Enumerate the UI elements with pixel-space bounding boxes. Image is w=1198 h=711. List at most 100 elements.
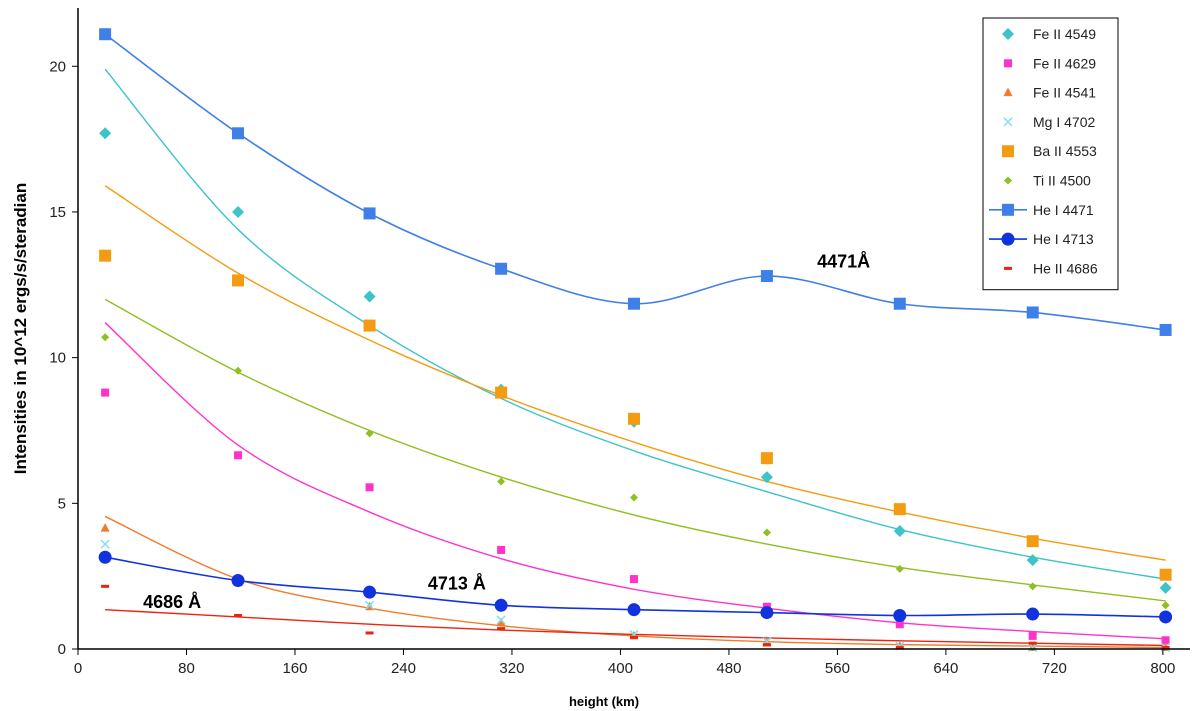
point-ba-ii-4553 (232, 274, 245, 287)
point-ba-ii-4553 (1026, 535, 1039, 548)
legend: Fe II 4549 Fe II 4629 Fe II 4541 Mg I 4702 B… (982, 17, 1119, 291)
point-ti-ii-4500 (365, 429, 374, 438)
x-axis-title: height (km) (569, 694, 639, 709)
point-he-i-4713 (893, 608, 907, 622)
y-tick-label: 20 (49, 58, 66, 75)
point-he-i-4471 (1159, 323, 1172, 336)
point-he-i-4471 (495, 262, 508, 275)
point-he-ii-4686 (762, 643, 771, 647)
point-he-i-4713 (1159, 610, 1173, 624)
legend-marker-ti-ii-4500 (1004, 176, 1012, 185)
point-fe-ii-4549 (893, 524, 906, 537)
point-he-ii-4686 (234, 613, 243, 617)
legend-label-he-i-4471: He I 4471 (1033, 202, 1094, 218)
point-he-i-4713 (494, 598, 508, 612)
legend-marker-he-i-4471 (1002, 203, 1014, 216)
point-he-ii-4686 (630, 635, 638, 639)
point-fe-ii-4541 (100, 523, 110, 532)
legend-label-he-ii-4686: He II 4686 (1033, 260, 1098, 276)
fit-curve-ti-ii-4500 (104, 298, 1166, 602)
x-tick-label: 640 (933, 660, 958, 677)
point-mg-i-4702 (496, 615, 506, 625)
y-tick-label: 5 (58, 495, 66, 512)
point-fe-ii-4629 (234, 451, 243, 460)
legend-label-mg-i-4702: Mg I 4702 (1033, 114, 1095, 130)
point-fe-ii-4549 (363, 290, 376, 303)
legend-marker-he-i-4713 (1001, 232, 1015, 246)
x-tick-label: 80 (178, 660, 195, 677)
point-he-ii-4686 (365, 631, 374, 635)
point-he-ii-4686 (101, 584, 110, 588)
point-fe-ii-4629 (1161, 636, 1170, 645)
fit-curve-fe-ii-4549 (104, 68, 1166, 580)
point-he-i-4713 (98, 550, 112, 564)
point-mg-i-4702 (365, 600, 375, 610)
point-fe-ii-4549 (232, 205, 245, 218)
point-fe-ii-4549 (99, 127, 112, 140)
annotation-label: 4471Å (817, 251, 870, 271)
y-tick-label: 0 (58, 641, 66, 658)
legend-marker-mg-i-4702 (1003, 117, 1013, 127)
x-tick-label: 240 (391, 660, 416, 677)
data-points (98, 28, 1173, 653)
x-tick-label: 480 (716, 660, 741, 677)
point-mg-i-4702 (1028, 643, 1038, 653)
point-ti-ii-4500 (1028, 582, 1037, 591)
point-he-i-4471 (232, 127, 245, 140)
x-tick-label: 400 (608, 660, 633, 677)
point-ti-ii-4500 (895, 564, 904, 573)
point-fe-ii-4549 (1026, 554, 1039, 567)
point-fe-ii-4629 (101, 388, 110, 397)
point-fe-ii-4629 (630, 575, 638, 584)
x-tick-label: 720 (1042, 660, 1067, 677)
x-tick-label: 560 (825, 660, 850, 677)
point-he-i-4713 (760, 606, 774, 620)
point-fe-ii-4549 (1159, 581, 1172, 594)
point-ti-ii-4500 (101, 333, 110, 342)
legend-label-ba-ii-4553: Ba II 4553 (1033, 143, 1097, 159)
legend-label-he-i-4713: He I 4713 (1033, 231, 1094, 247)
point-he-i-4471 (893, 297, 906, 310)
point-ti-ii-4500 (1161, 601, 1170, 610)
x-tick-label: 800 (1150, 660, 1175, 677)
point-ba-ii-4553 (363, 319, 376, 332)
legend-marker-fe-ii-4549 (1002, 28, 1014, 40)
annotations: 4471Å 4713 Å 4686 Å (143, 251, 870, 612)
point-mg-i-4702 (100, 539, 110, 549)
point-ba-ii-4553 (1159, 568, 1172, 581)
legend-marker-fe-ii-4629 (1004, 59, 1012, 68)
point-he-i-4471 (99, 28, 112, 41)
fit-curve-ba-ii-4553 (104, 185, 1166, 561)
y-axis-title: Intensities in 10^12 ergs/s/steradian (11, 183, 30, 475)
y-tick-label: 15 (49, 204, 66, 221)
point-ba-ii-4553 (893, 503, 906, 516)
point-he-i-4471 (760, 270, 773, 283)
y-tick-label: 10 (49, 350, 66, 367)
point-ba-ii-4553 (99, 249, 112, 262)
point-ba-ii-4553 (495, 386, 508, 399)
point-he-ii-4686 (497, 627, 506, 631)
point-he-i-4713 (1026, 607, 1040, 621)
legend-label-fe-ii-4541: Fe II 4541 (1033, 85, 1096, 101)
x-tick-label: 0 (74, 660, 82, 677)
legend-label-fe-ii-4629: Fe II 4629 (1033, 55, 1096, 71)
point-ba-ii-4553 (760, 452, 773, 465)
point-fe-ii-4629 (497, 545, 506, 554)
legend-label-fe-ii-4549: Fe II 4549 (1033, 26, 1096, 42)
point-ti-ii-4500 (630, 493, 638, 502)
axes: 0 80 160 240 320 400 480 560 640 720 800 0 5 10 15 20 he… (11, 8, 1190, 709)
point-ti-ii-4500 (762, 528, 771, 537)
point-he-i-4713 (627, 603, 641, 617)
point-fe-ii-4629 (895, 620, 904, 629)
point-ti-ii-4500 (234, 366, 243, 375)
x-tick-label: 160 (282, 660, 307, 677)
point-he-ii-4686 (1161, 646, 1170, 650)
legend-label-ti-ii-4500: Ti II 4500 (1033, 173, 1091, 189)
point-he-ii-4686 (895, 646, 904, 650)
x-tick-label: 320 (499, 660, 524, 677)
point-he-ii-4686 (1028, 641, 1037, 645)
legend-marker-ba-ii-4553 (1002, 145, 1014, 158)
point-ba-ii-4553 (628, 412, 640, 425)
point-ti-ii-4500 (497, 477, 506, 486)
